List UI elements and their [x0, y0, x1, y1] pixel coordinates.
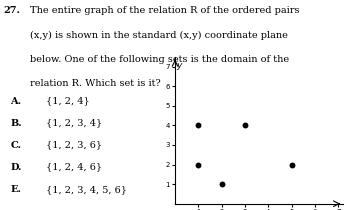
Point: [242, 124, 248, 127]
Text: D.: D.: [10, 163, 22, 172]
Text: {1, 2, 3, 6}: {1, 2, 3, 6}: [46, 141, 102, 150]
Text: (x,y) is shown in the standard (x,y) coordinate plane: (x,y) is shown in the standard (x,y) coo…: [30, 30, 288, 39]
Text: C.: C.: [10, 141, 21, 150]
Text: E.: E.: [10, 185, 21, 194]
Text: A.: A.: [10, 97, 21, 106]
Text: {1, 2, 3, 4}: {1, 2, 3, 4}: [46, 119, 102, 128]
Point: [196, 124, 201, 127]
Text: relation R. Which set is it?: relation R. Which set is it?: [30, 79, 161, 88]
Text: B.: B.: [10, 119, 22, 128]
Text: below. One of the following sets is the domain of the: below. One of the following sets is the …: [30, 55, 289, 64]
Text: 27.: 27.: [4, 6, 20, 15]
Text: {1, 2, 4}: {1, 2, 4}: [46, 97, 89, 106]
Text: The entire graph of the relation R of the ordered pairs: The entire graph of the relation R of th…: [30, 6, 299, 15]
Point: [219, 182, 224, 186]
Text: {1, 2, 3, 4, 5, 6}: {1, 2, 3, 4, 5, 6}: [46, 185, 126, 194]
Text: {1, 2, 4, 6}: {1, 2, 4, 6}: [46, 163, 102, 172]
Point: [289, 163, 294, 166]
Point: [196, 163, 201, 166]
Text: y: y: [176, 61, 182, 70]
